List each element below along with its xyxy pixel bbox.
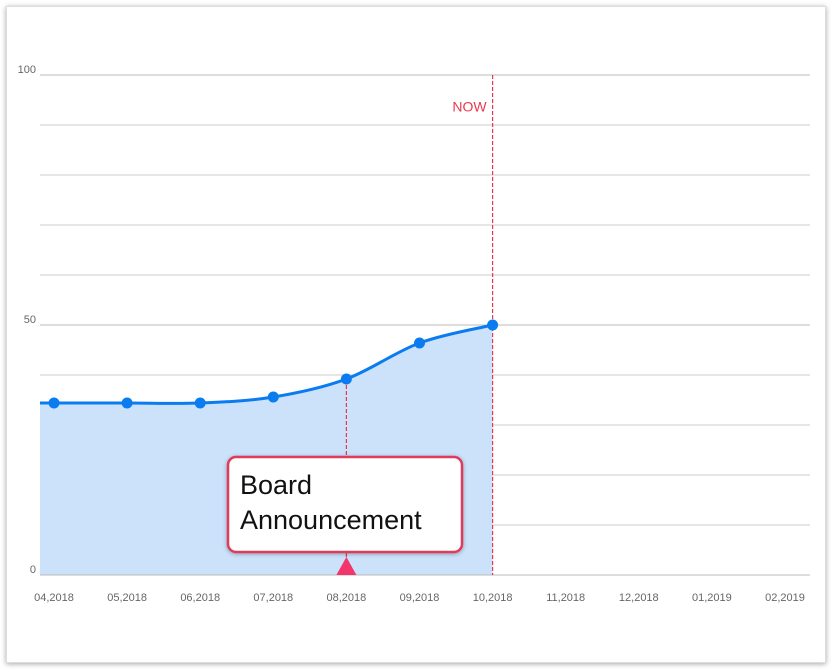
point xyxy=(414,337,425,349)
point xyxy=(194,397,206,409)
x-tick-label: 09,2018 xyxy=(400,592,440,604)
callout-text: Board Announcement xyxy=(240,470,422,535)
point xyxy=(48,397,60,409)
y-tick-label: 50 xyxy=(24,314,36,326)
x-tick-label: 11,2018 xyxy=(546,592,585,604)
point xyxy=(487,319,499,331)
x-tick-label: 04,2018 xyxy=(34,592,74,604)
x-tick-label: 07,2018 xyxy=(253,592,293,604)
callout-line: Board xyxy=(240,470,312,500)
x-tick-label: 01,2019 xyxy=(692,592,732,604)
y-tick-label: 0 xyxy=(30,564,36,576)
now-label: NOW xyxy=(452,99,487,115)
callout-line: Announcement xyxy=(240,505,422,535)
point xyxy=(121,397,133,409)
x-tick-label: 12,2018 xyxy=(619,592,659,604)
x-tick-label: 10,2018 xyxy=(473,592,513,604)
point xyxy=(267,391,279,403)
x-tick-label: 06,2018 xyxy=(180,592,220,604)
x-tick-label: 05,2018 xyxy=(107,592,147,604)
event-marker xyxy=(336,557,357,575)
x-tick-label: 08,2018 xyxy=(327,592,367,604)
point xyxy=(340,373,352,385)
callout-box xyxy=(226,455,464,554)
y-tick-label: 100 xyxy=(18,64,36,76)
x-tick-label: 02,2019 xyxy=(765,592,805,604)
